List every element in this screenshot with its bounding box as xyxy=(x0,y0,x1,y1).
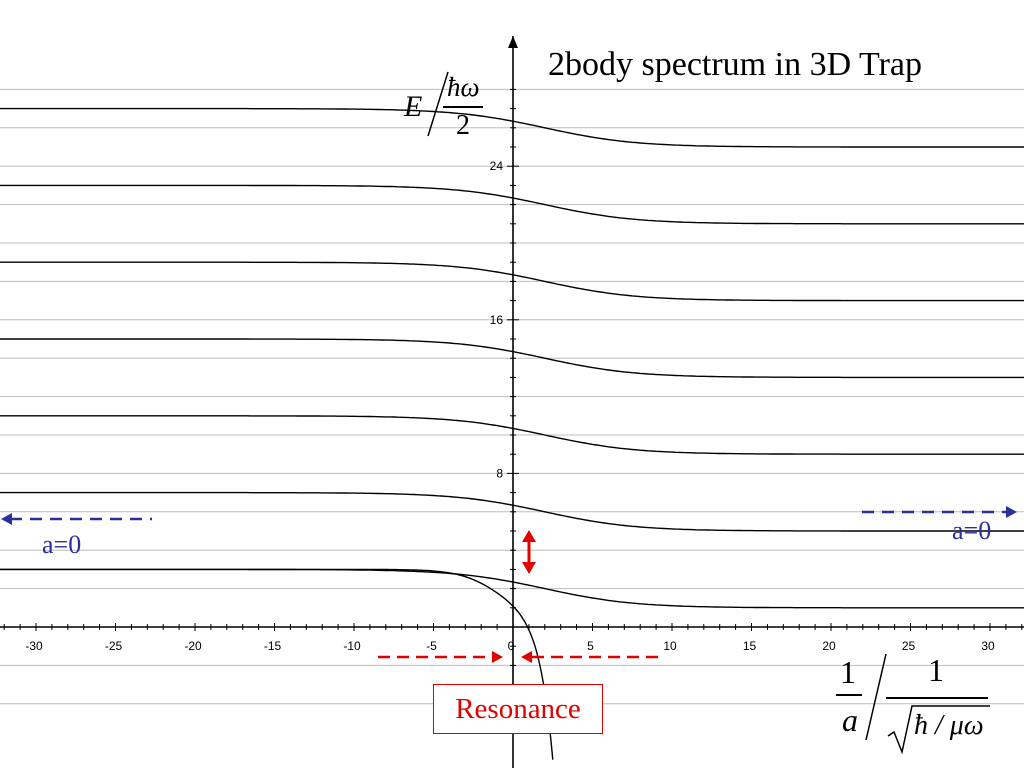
y-tick-label: 8 xyxy=(496,466,503,480)
x-label-one-top: 1 xyxy=(840,654,856,690)
axes xyxy=(0,36,1024,768)
resonance-text: Resonance xyxy=(455,692,581,725)
a0-label-left: a=0 xyxy=(42,530,82,559)
y-tick-labels: 8 16 24 xyxy=(490,159,504,480)
x-tick-label: -10 xyxy=(343,639,361,653)
y-label-slash xyxy=(427,71,449,137)
a0-label-right: a=0 xyxy=(952,516,992,545)
x-tick-labels: -30 -25 -20 -15 -10 -5 0 5 10 15 20 25 30 xyxy=(25,639,995,653)
a0-arrowhead-left xyxy=(1,513,12,525)
y-label-E: E xyxy=(404,90,423,123)
bound-state-curve xyxy=(0,568,554,760)
x-tick-label: 0 xyxy=(508,639,515,653)
x-label-one-right: 1 xyxy=(928,652,944,688)
x-tick-label: -25 xyxy=(105,639,123,653)
x-tick-label: 25 xyxy=(902,639,916,653)
gap-arrow-head-down xyxy=(522,562,536,574)
a0-arrowhead-right xyxy=(1006,506,1017,518)
x-tick-label: -20 xyxy=(184,639,202,653)
y-axis-arrowhead xyxy=(508,36,518,48)
annotation-arrows xyxy=(1,506,1017,663)
x-label-inner-bar xyxy=(836,694,862,696)
y-label-fraction-bar xyxy=(443,106,483,108)
chart-title: 2body spectrum in 3D Trap xyxy=(548,46,922,83)
x-label-slash xyxy=(865,653,887,741)
x-tick-label: 30 xyxy=(981,639,995,653)
x-label-outer-bar xyxy=(886,697,988,699)
x-tick-label: -15 xyxy=(264,639,282,653)
resonance-arrowhead-left xyxy=(492,651,503,663)
x-label-sqrt-content: ħ / μω xyxy=(914,710,984,741)
gap-arrow-head-up xyxy=(522,530,536,542)
x-tick-label: 10 xyxy=(663,639,677,653)
x-tick-label: 20 xyxy=(822,639,836,653)
x-label-sqrt-sign xyxy=(887,705,990,755)
y-tick-label: 24 xyxy=(490,159,504,173)
y-label-two: 2 xyxy=(456,110,470,141)
x-tick-label: 15 xyxy=(743,639,757,653)
x-tick-label: 5 xyxy=(587,639,594,653)
y-tick-label: 16 xyxy=(490,313,504,327)
x-tick-label: -30 xyxy=(25,639,43,653)
resonance-label: Resonance xyxy=(433,684,603,734)
x-tick-label: -5 xyxy=(426,639,437,653)
resonance-arrowhead-right xyxy=(521,651,532,663)
x-label-a: a xyxy=(842,702,858,738)
y-label-hbar-omega: ħω xyxy=(447,72,480,102)
